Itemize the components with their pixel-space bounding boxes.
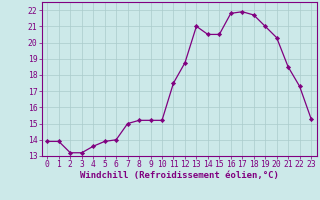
X-axis label: Windchill (Refroidissement éolien,°C): Windchill (Refroidissement éolien,°C) xyxy=(80,171,279,180)
